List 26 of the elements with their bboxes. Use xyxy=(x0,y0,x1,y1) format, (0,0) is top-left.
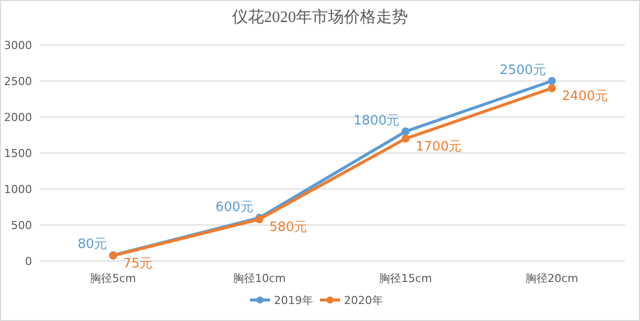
y-tick-label: 1000 xyxy=(4,183,32,196)
data-label: 75元 xyxy=(123,256,153,272)
y-tick-label: 3000 xyxy=(4,39,32,52)
data-label: 2500元 xyxy=(500,63,546,78)
y-tick-label: 1500 xyxy=(4,147,32,160)
data-label: 600元 xyxy=(216,200,254,215)
point xyxy=(402,134,410,143)
x-tick-label: 胸径15cm xyxy=(379,272,432,285)
x-tick-label: 胸径10cm xyxy=(232,272,286,285)
point xyxy=(548,84,556,92)
data-label: 80元 xyxy=(78,237,108,252)
y-tick-label: 2000 xyxy=(4,111,32,124)
y-tick-label: 2500 xyxy=(4,75,32,88)
x-tick-label: 胸径5cm xyxy=(90,272,136,285)
data-label: 580元 xyxy=(269,220,308,236)
point xyxy=(548,77,556,85)
legend-label: 2019年 xyxy=(274,294,313,307)
data-label: 1800元 xyxy=(354,113,400,128)
legend-label: 2020年 xyxy=(344,294,383,307)
x-tick-label: 胸径20cm xyxy=(525,272,578,285)
y-tick-label: 500 xyxy=(11,219,32,232)
point xyxy=(402,127,410,136)
data-label: 1700元 xyxy=(416,140,462,155)
data-label: 2400元 xyxy=(562,89,608,104)
chart-title: 仪花2020年市场价格走势 xyxy=(232,8,408,26)
y-tick-label: 0 xyxy=(25,255,32,268)
